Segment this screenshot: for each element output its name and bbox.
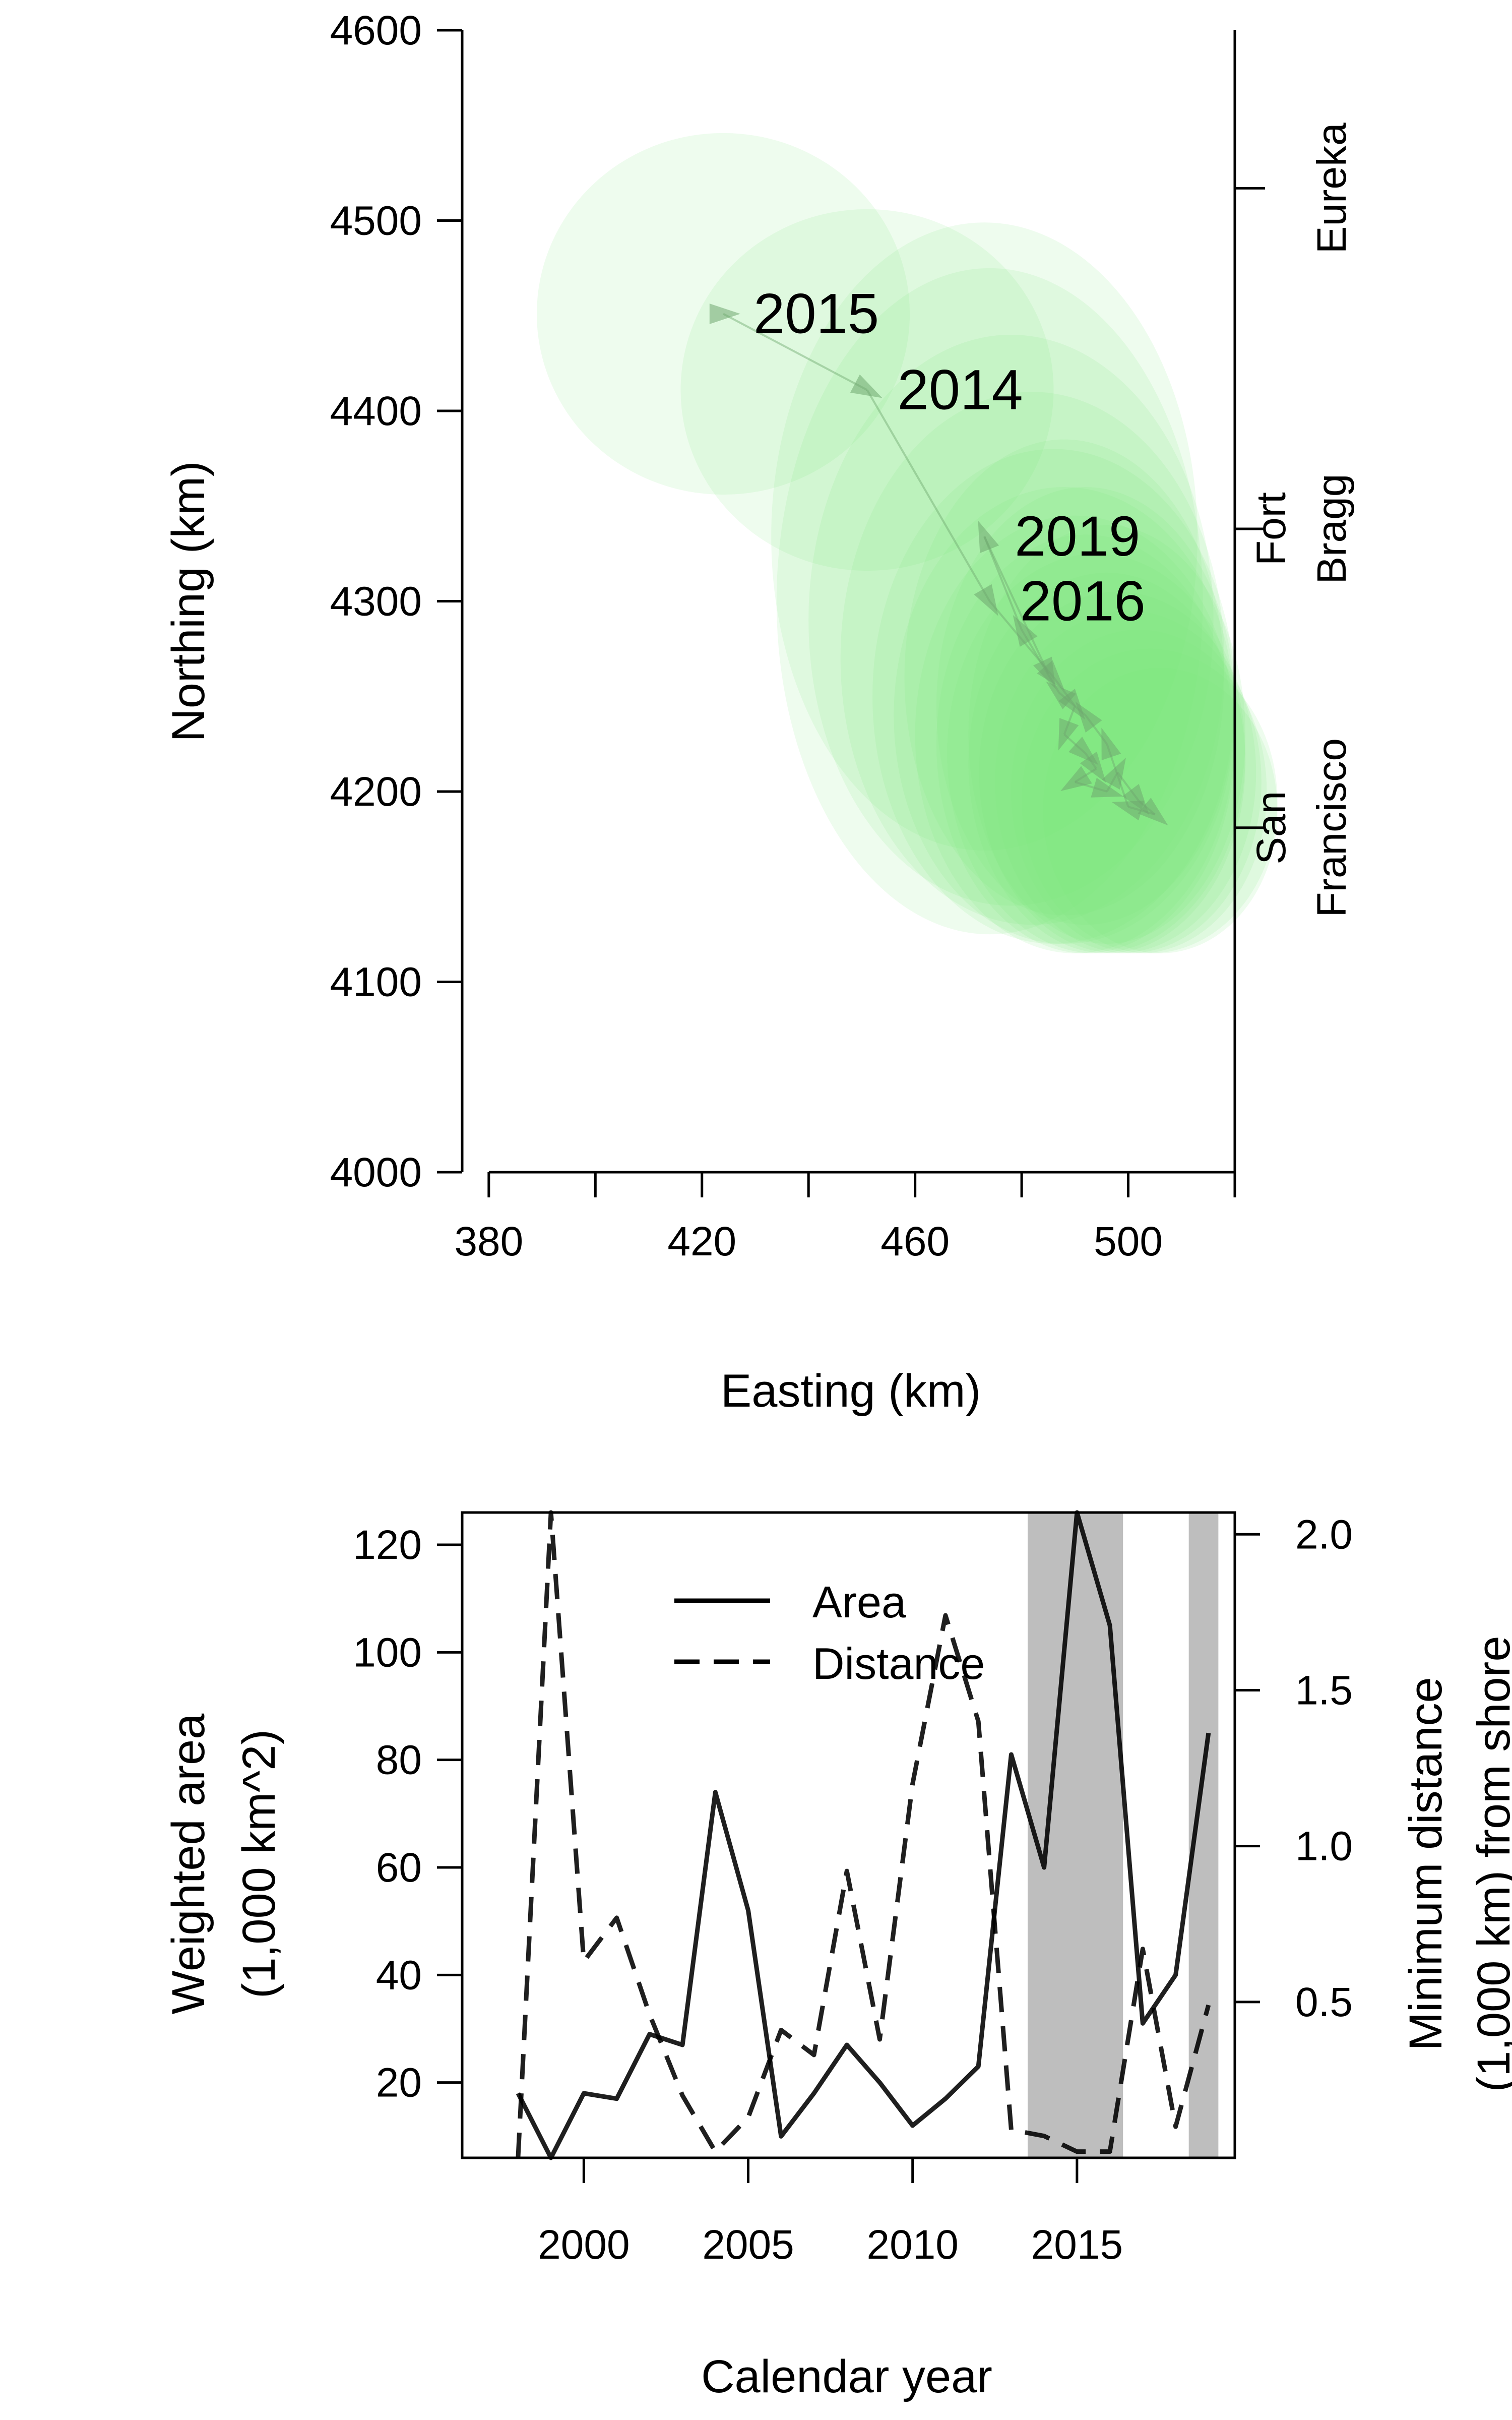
uncertainty-ellipse [872, 449, 1235, 944]
timeseries-axes: 2000 2005 2010 2015 20 40 60 80 100 120 0.5 1.0 1.5 2… [353, 1511, 1353, 2268]
timeseries-x-tick-label: 2010 [866, 2222, 958, 2268]
centroid-arrowhead [1046, 681, 1077, 709]
map-x-axis-title: Easting (km) [721, 1365, 981, 1417]
centroid-arrowhead [709, 304, 741, 324]
timeseries-panel: 2000 2005 2010 2015 20 40 60 80 100 120 0.5 1.0 1.5 2… [163, 1510, 1512, 2402]
legend-area-label: Area [812, 1577, 906, 1627]
timeseries-y-tick-label: 120 [353, 1522, 422, 1568]
map-place-label: Francisco [1309, 738, 1355, 917]
map-ellipses [537, 133, 1278, 953]
centroid-arrowhead [1060, 766, 1092, 792]
centroid-arrowhead [1080, 751, 1106, 783]
uncertainty-ellipse [808, 335, 1214, 906]
timeseries-y-axis-title-line2: (1,000 km^2) [233, 1729, 285, 1999]
centroid-arrowhead [850, 374, 883, 398]
year-label: 2015 [753, 282, 879, 345]
map-x-tick-label: 420 [667, 1219, 736, 1264]
map-y-tick-label: 4400 [330, 388, 422, 434]
map-x-tick-label: 500 [1094, 1219, 1163, 1264]
map-axes: 380 420 460 500 4000 4100 4200 4300 4400 4500 4600… [330, 8, 1355, 1264]
timeseries-y2-tick-label: 1.0 [1295, 1824, 1353, 1869]
area-series-line [516, 1510, 1211, 2160]
uncertainty-ellipse [894, 487, 1235, 944]
year-label: 2016 [1020, 570, 1146, 633]
shaded-period [1028, 1512, 1123, 2158]
timeseries-legend: Area Distance [674, 1577, 985, 1688]
centroid-arrowhead [1101, 728, 1121, 760]
timeseries-y-axis-title-line1: Weighted area [163, 1713, 214, 2015]
centroid-arrowhead [1075, 701, 1102, 733]
timeseries-lines [516, 1510, 1211, 2160]
timeseries-y-tick-label: 80 [376, 1737, 422, 1783]
centroid-track-segment [983, 536, 1049, 674]
timeseries-frame [461, 1511, 1236, 2159]
map-y-tick-label: 4500 [330, 198, 422, 244]
uncertainty-ellipse [840, 392, 1224, 925]
map-x-tick-label: 380 [454, 1219, 523, 1264]
map-place-label: Bragg [1309, 474, 1355, 584]
map-track [709, 304, 1168, 826]
map-place-label: Eureka [1309, 123, 1355, 254]
map-y-tick-label: 4200 [330, 769, 422, 815]
centroid-arrowhead [1111, 801, 1145, 821]
timeseries-x-axis-title: Calendar year [701, 2351, 992, 2402]
timeseries-y-tick-label: 60 [376, 1845, 422, 1891]
centroid-track-segment [866, 389, 991, 602]
uncertainty-ellipse [904, 439, 1224, 916]
timeseries-y2-tick-label: 2.0 [1295, 1511, 1353, 1557]
centroid-track-segment [723, 313, 868, 391]
map-place-label: San [1248, 791, 1294, 865]
legend-distance-label: Distance [812, 1639, 985, 1688]
centroid-arrowhead [1013, 615, 1038, 647]
timeseries-y2-tick-label: 0.5 [1295, 1979, 1353, 2025]
centroid-arrowhead [1138, 798, 1168, 826]
centroid-arrowhead [978, 520, 999, 553]
timeseries-x-tick-label: 2015 [1031, 2222, 1123, 2268]
centroid-track-segment [983, 536, 1023, 630]
timeseries-y2-axis-title-line2: (1,000 km) from shore [1468, 1636, 1512, 2092]
map-y-tick-label: 4100 [330, 959, 422, 1005]
centroid-arrowhead [974, 584, 998, 616]
timeseries-y2-tick-label: 1.5 [1295, 1667, 1353, 1713]
map-x-tick-label: 460 [880, 1219, 950, 1264]
uncertainty-ellipse [915, 515, 1235, 953]
map-y-axis-title: Northing (km) [163, 461, 214, 742]
year-label: 2014 [898, 358, 1023, 421]
timeseries-y-tick-label: 20 [376, 2060, 422, 2106]
map-y-tick-label: 4600 [330, 8, 422, 53]
timeseries-x-tick-label: 2005 [702, 2222, 794, 2268]
map-place-label: Fort [1248, 492, 1294, 566]
timeseries-y2-axis-title-line1: Minimum distance [1400, 1677, 1452, 2050]
timeseries-y-tick-label: 100 [353, 1629, 422, 1675]
centroid-arrowhead [1102, 757, 1126, 790]
centroid-arrowhead [1058, 718, 1079, 751]
timeseries-x-tick-label: 2000 [538, 2222, 629, 2268]
centroid-arrowhead [1033, 656, 1056, 689]
centroid-arrowhead [1091, 777, 1123, 798]
map-y-tick-label: 4000 [330, 1150, 422, 1195]
timeseries-y-tick-label: 40 [376, 1952, 422, 1998]
centroid-arrowhead [1122, 783, 1150, 815]
distance-series-line [516, 1510, 1211, 2158]
uncertainty-ellipse [968, 525, 1246, 944]
year-label: 2019 [1015, 505, 1140, 568]
map-y-tick-label: 4300 [330, 579, 422, 625]
